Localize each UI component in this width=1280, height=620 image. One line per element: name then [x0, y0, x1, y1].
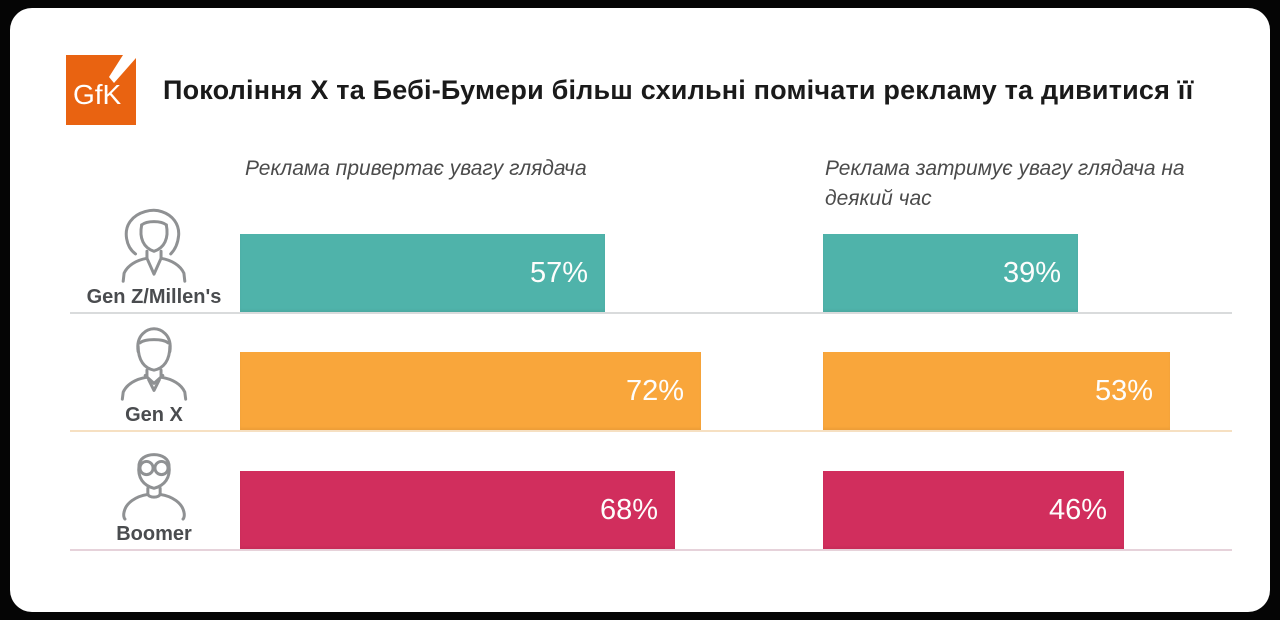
category-cell-boomer: Boomer: [70, 439, 238, 546]
gfk-logo: GfK: [66, 55, 136, 125]
chart-row-genz: Gen Z/Millen's 57% 39%: [70, 196, 1232, 314]
category-cell-genx: Gen X: [70, 320, 238, 427]
row-separator: [70, 430, 1232, 432]
row-separator: [70, 549, 1232, 551]
category-label: Gen X: [125, 404, 183, 426]
bar-genz-hold: 39%: [823, 234, 1078, 312]
chart-row-genx: Gen X 72% 53%: [70, 314, 1232, 432]
bar-genx-attract: 72%: [240, 352, 701, 430]
category-cell-genz: Gen Z/Millen's: [70, 202, 238, 309]
chart-row-boomer: Boomer 68% 46%: [70, 433, 1232, 551]
gfk-logo-text: GfK: [73, 79, 122, 110]
slide-card: GfK Покоління X та Бебі-Бумери більш схи…: [10, 8, 1270, 612]
bar-value-label: 72%: [625, 374, 684, 407]
category-label: Gen Z/Millen's: [86, 286, 222, 308]
gfk-logo-accent: [109, 55, 136, 83]
bar-value-label: 53%: [1094, 374, 1153, 407]
bar-genz-attract: 57%: [240, 234, 605, 312]
bar-value-label: 57%: [529, 256, 588, 289]
bar-boomer-hold: 46%: [823, 471, 1124, 549]
bar-value-label: 46%: [1048, 493, 1107, 526]
column-caption-hold: Реклама затримує увагу глядача на деякий…: [825, 157, 1185, 210]
bar-boomer-attract: 68%: [240, 471, 675, 549]
bar-value-label: 39%: [1002, 256, 1061, 289]
bar-value-label: 68%: [599, 493, 658, 526]
column-caption-attract: Реклама привертає увагу глядача: [245, 157, 587, 180]
older-man-glasses-avatar-icon: [122, 453, 186, 521]
row-separator: [70, 312, 1232, 314]
category-label: Boomer: [116, 523, 192, 545]
bar-genx-hold: 53%: [823, 352, 1170, 430]
page-title: Покоління X та Бебі-Бумери більш схильні…: [163, 74, 1194, 105]
man-avatar-icon: [120, 327, 188, 401]
young-woman-avatar-icon: [121, 208, 187, 283]
